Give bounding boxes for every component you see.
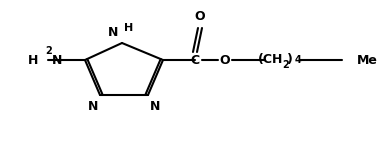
Text: (CH: (CH	[258, 53, 283, 66]
Text: 4: 4	[295, 55, 302, 65]
Text: ): )	[287, 53, 293, 66]
Text: O: O	[220, 53, 230, 66]
Text: 2: 2	[45, 46, 52, 56]
Text: 2: 2	[282, 60, 289, 70]
Text: H: H	[28, 53, 38, 66]
Text: O: O	[195, 10, 205, 23]
Text: N: N	[88, 100, 98, 113]
Text: C: C	[190, 53, 199, 66]
Text: N: N	[150, 100, 160, 113]
Text: H: H	[124, 23, 133, 33]
Text: Me: Me	[357, 53, 378, 66]
Text: N: N	[52, 53, 63, 66]
Text: N: N	[108, 26, 118, 39]
